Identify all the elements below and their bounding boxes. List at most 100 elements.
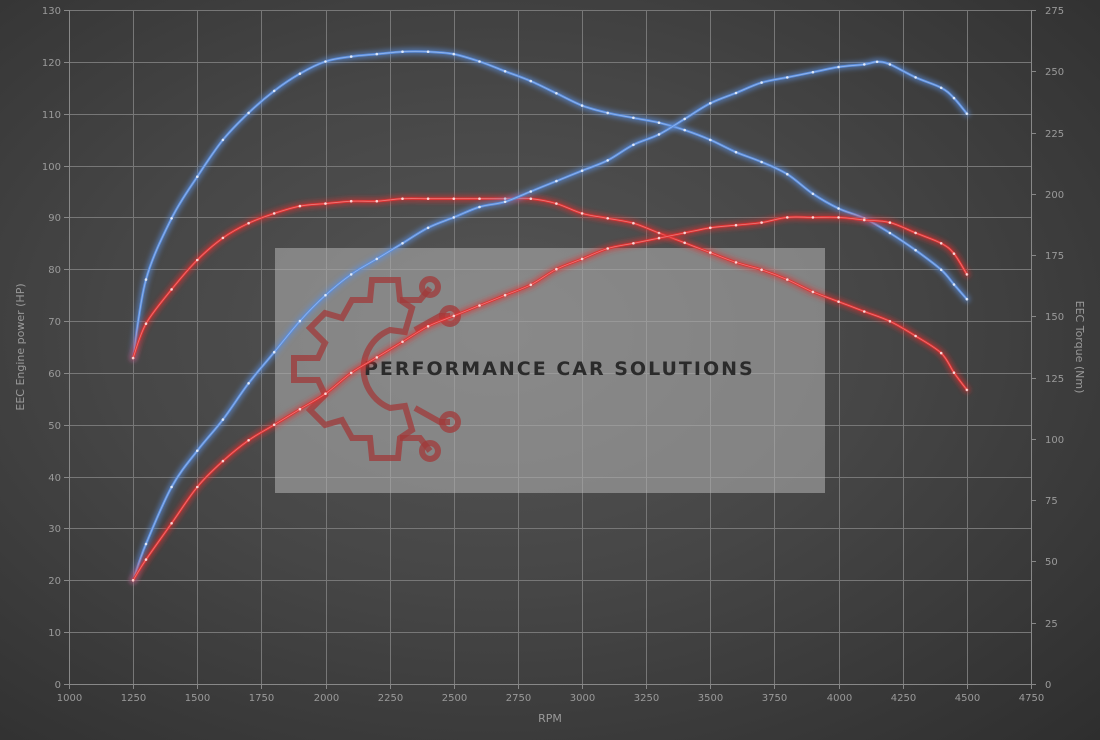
data-point: [247, 111, 250, 115]
x-tick-label: 4750: [1019, 693, 1044, 704]
data-point: [939, 242, 943, 245]
data-point: [811, 290, 815, 294]
data-point: [606, 159, 609, 162]
data-point: [555, 179, 558, 183]
data-point: [272, 350, 276, 354]
data-point: [863, 310, 866, 313]
data-point: [657, 236, 661, 240]
data-point: [657, 231, 661, 235]
data-point: [965, 388, 969, 392]
data-point: [324, 60, 327, 63]
data-point: [580, 169, 584, 172]
data-point: [452, 314, 456, 318]
y-left-tick-label: 100: [42, 162, 61, 173]
x-tick-label: 1000: [57, 693, 82, 704]
data-point: [555, 202, 558, 205]
data-point: [375, 356, 379, 359]
data-point: [580, 257, 584, 261]
data-point: [811, 192, 815, 196]
data-point: [606, 111, 609, 115]
data-point: [811, 70, 815, 74]
data-point: [939, 86, 943, 90]
y-left-tick-label: 0: [55, 680, 61, 691]
y-right-tick-label: 200: [1045, 190, 1064, 201]
data-point: [375, 257, 379, 261]
data-point: [144, 542, 148, 546]
data-point: [632, 116, 635, 120]
data-point: [709, 138, 712, 142]
data-point: [401, 242, 404, 245]
y-left-tick-label: 110: [42, 110, 61, 121]
data-point: [170, 288, 173, 291]
y-left-tick-label: 120: [42, 58, 61, 69]
data-point: [298, 204, 302, 208]
data-point: [375, 199, 379, 203]
y-right-tick-label: 75: [1045, 496, 1058, 507]
x-tick-label: 2000: [314, 693, 339, 704]
data-point: [709, 251, 712, 254]
data-point: [401, 340, 404, 344]
data-point: [478, 304, 481, 307]
data-point: [786, 76, 789, 79]
data-point: [426, 50, 430, 53]
x-tick-label: 2750: [506, 693, 531, 704]
data-point: [170, 522, 173, 525]
data-point: [298, 407, 302, 411]
data-point: [196, 175, 199, 178]
data-point: [221, 236, 225, 240]
data-point: [786, 216, 789, 219]
data-point: [144, 278, 148, 281]
y-right-tick-label: 0: [1045, 680, 1051, 691]
data-point: [529, 283, 533, 287]
watermark: PERFORMANCE CAR SOLUTIONS: [275, 248, 825, 493]
data-point: [555, 92, 558, 95]
x-tick-label: 2500: [442, 693, 467, 704]
data-point: [888, 63, 892, 66]
data-point: [529, 197, 533, 200]
data-point: [349, 371, 353, 375]
data-point: [606, 217, 609, 220]
data-point: [478, 60, 481, 63]
data-point: [503, 293, 507, 297]
data-point: [503, 200, 507, 204]
y-axis-left-title: EEC Engine power (HP): [14, 283, 27, 410]
data-point: [196, 449, 199, 453]
watermark-text: PERFORMANCE CAR SOLUTIONS: [364, 358, 755, 380]
data-point: [375, 52, 379, 56]
y-right-tick-label: 175: [1045, 251, 1064, 262]
x-axis-title: RPM: [538, 712, 562, 725]
y-right-tick-label: 225: [1045, 129, 1064, 140]
y-axis-right-title: EEC Torque (Nm): [1073, 301, 1086, 394]
y-left-tick-label: 20: [48, 576, 61, 587]
series: [129, 47, 971, 584]
data-point: [580, 212, 584, 215]
data-point: [657, 121, 661, 124]
y-right-tick-label: 150: [1045, 312, 1064, 323]
data-point: [734, 91, 738, 95]
data-point: [555, 267, 558, 271]
data-point: [760, 221, 763, 224]
data-point: [247, 221, 250, 225]
data-point: [952, 96, 956, 100]
data-point: [221, 418, 225, 421]
x-tick-label: 3750: [762, 693, 787, 704]
series-highlight: [132, 61, 968, 581]
data-point: [965, 273, 969, 276]
y-left-tick-label: 70: [48, 317, 61, 328]
x-tick-label: 4000: [827, 693, 852, 704]
x-tick-label: 3500: [698, 693, 723, 704]
data-point: [734, 150, 738, 154]
x-tick-label: 3250: [634, 693, 659, 704]
x-tick-label: 1750: [249, 693, 274, 704]
data-point: [657, 133, 661, 136]
data-point: [952, 371, 956, 375]
data-point: [632, 242, 635, 245]
data-point: [452, 197, 456, 200]
data-point: [131, 579, 135, 582]
data-point: [888, 221, 892, 224]
data-point: [221, 138, 225, 142]
y-left-tick-label: 10: [48, 628, 61, 639]
data-point: [426, 226, 430, 230]
data-point: [196, 485, 199, 489]
